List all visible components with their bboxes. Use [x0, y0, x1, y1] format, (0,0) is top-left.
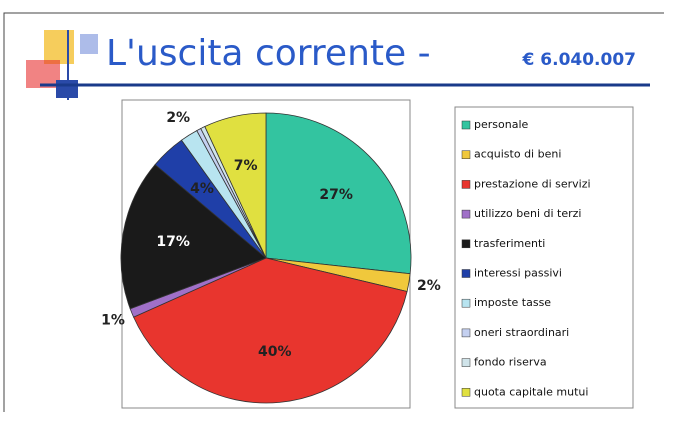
legend-label: acquisto di beni [474, 148, 561, 161]
deco-yellow [44, 30, 74, 64]
data-label: 7% [234, 158, 258, 174]
legend-swatch [462, 121, 470, 129]
legend-swatch [462, 180, 470, 188]
slide: L'uscita corrente - € 6.040.007 27% 2% 40%… [0, 0, 676, 422]
legend-label: fondo riserva [474, 356, 547, 369]
legend-swatch [462, 359, 470, 367]
legend-swatch [462, 329, 470, 337]
legend-label: quota capitale mutui [474, 385, 588, 398]
data-label: 4% [190, 181, 214, 197]
legend-swatch [462, 151, 470, 159]
legend-label: imposte tasse [474, 296, 551, 309]
data-label: 17% [156, 234, 190, 250]
data-label: 2% [166, 110, 190, 126]
amount: € 6.040.007 [522, 50, 636, 70]
legend-label: utilizzo beni di terzi [474, 207, 581, 220]
legend-label: personale [474, 118, 529, 131]
legend-swatch [462, 240, 470, 248]
legend-label: prestazione di servizi [474, 177, 591, 190]
legend-swatch [462, 270, 470, 278]
data-label: 40% [258, 344, 292, 360]
legend-swatch [462, 388, 470, 396]
legend-label: interessi passivi [474, 267, 562, 280]
legend-swatch [462, 210, 470, 218]
deco-blue-light [80, 34, 98, 54]
data-label: 2% [417, 278, 441, 294]
data-label: 1% [101, 313, 125, 329]
data-label: 27% [319, 187, 353, 203]
legend-label: trasferimenti [474, 237, 545, 250]
legend-swatch [462, 299, 470, 307]
slide-title: L'uscita corrente - [106, 33, 431, 74]
legend-label: oneri straordinari [474, 326, 569, 339]
